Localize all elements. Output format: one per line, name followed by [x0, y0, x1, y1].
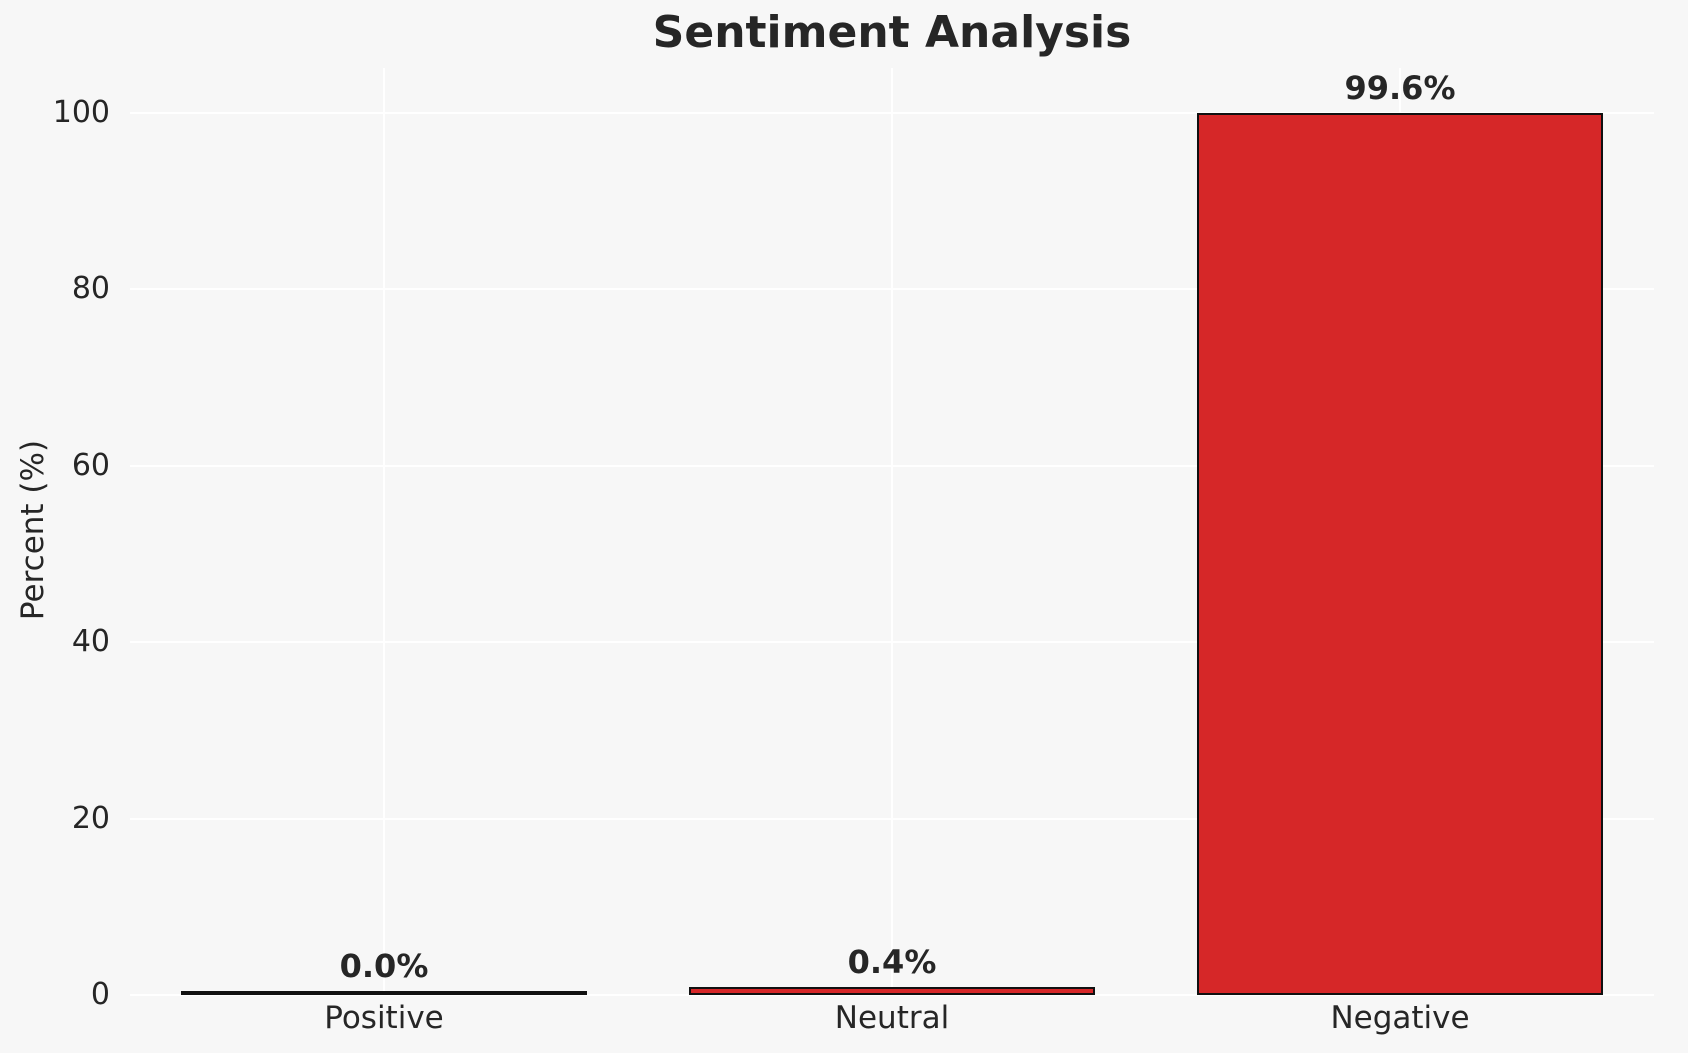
- bar-value-label: 0.4%: [847, 943, 937, 982]
- x-gridline: [891, 68, 893, 995]
- x-tick-label: Neutral: [834, 1000, 950, 1036]
- x-tick-label: Negative: [1330, 1000, 1470, 1036]
- y-gridline: [130, 994, 1654, 996]
- bar-negative: [1197, 112, 1603, 995]
- y-tick-label: 40: [71, 624, 110, 660]
- y-tick-label: 80: [71, 271, 110, 307]
- chart-title: Sentiment Analysis: [652, 7, 1132, 58]
- x-gridline: [383, 68, 385, 995]
- bar-value-label: 99.6%: [1344, 68, 1456, 107]
- bar-value-label: 0.0%: [339, 947, 429, 985]
- y-tick-label: 60: [71, 447, 110, 483]
- x-tick-label: Positive: [324, 1000, 444, 1036]
- y-tick-label: 20: [71, 800, 110, 836]
- bar-positive: [181, 991, 587, 995]
- bar-neutral: [689, 987, 1095, 995]
- y-axis-label-text: Percent (%): [15, 439, 51, 621]
- y-tick-label: 0: [90, 977, 110, 1012]
- y-tick-label: 100: [52, 95, 110, 130]
